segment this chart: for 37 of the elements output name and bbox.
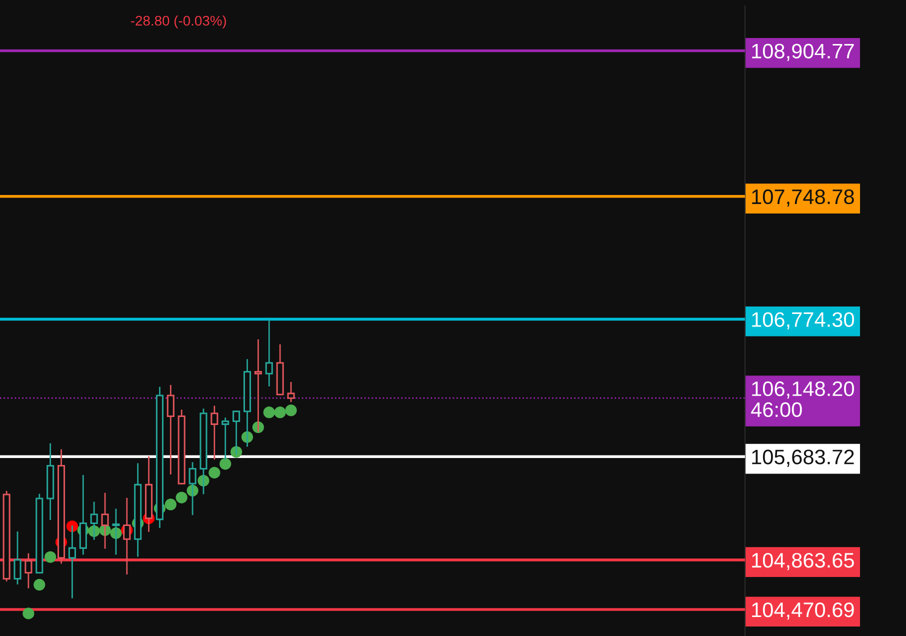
y-tick-label: 104,470.69 <box>752 602 854 620</box>
candlestick <box>265 320 273 386</box>
candlestick <box>101 492 109 549</box>
y-tick-label: 106,148.20 46:00 <box>751 381 854 418</box>
point <box>176 492 188 504</box>
candlestick <box>46 443 54 520</box>
point <box>285 404 297 416</box>
candlestick <box>210 406 218 460</box>
y-tick-label: 105,683.72 <box>752 450 854 467</box>
point <box>44 551 56 563</box>
candlestick <box>243 359 252 447</box>
candlestick <box>112 508 120 555</box>
candlestick <box>156 386 164 528</box>
candlestick <box>134 463 142 557</box>
candlestick <box>57 449 66 564</box>
point <box>274 406 286 418</box>
candlestick <box>145 456 153 532</box>
candlestick <box>90 502 98 540</box>
point <box>263 406 275 418</box>
candlestick <box>222 418 230 460</box>
point <box>164 498 176 510</box>
point <box>22 608 34 620</box>
point <box>208 466 220 479</box>
y-tick-label: 104,863.65 <box>752 552 854 570</box>
point <box>220 458 232 470</box>
y-tick-label: 108,904.77 <box>752 44 854 61</box>
y-tick-label: 107,748.78 <box>752 189 854 207</box>
candlestick <box>79 475 87 555</box>
candlestick <box>2 490 10 582</box>
point <box>34 578 46 591</box>
candlestick <box>68 526 76 598</box>
candlestick <box>24 553 32 588</box>
y-tick-label: 106,774.30 <box>752 312 854 330</box>
annotation: -28.80 (-0.03%) <box>130 15 226 28</box>
candlestick <box>254 339 262 432</box>
candlestick <box>166 384 174 474</box>
candlestick <box>123 498 131 574</box>
